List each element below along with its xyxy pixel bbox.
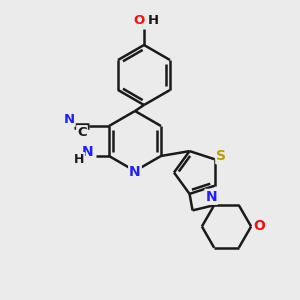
Text: C: C [77, 126, 87, 139]
Text: N: N [129, 166, 141, 179]
Text: N: N [64, 113, 75, 126]
Text: H: H [148, 14, 159, 27]
Text: S: S [216, 149, 226, 163]
Text: N: N [81, 145, 93, 158]
Text: O: O [254, 220, 266, 233]
Text: H: H [74, 153, 84, 166]
Text: N: N [206, 190, 217, 204]
Text: O: O [133, 14, 144, 27]
